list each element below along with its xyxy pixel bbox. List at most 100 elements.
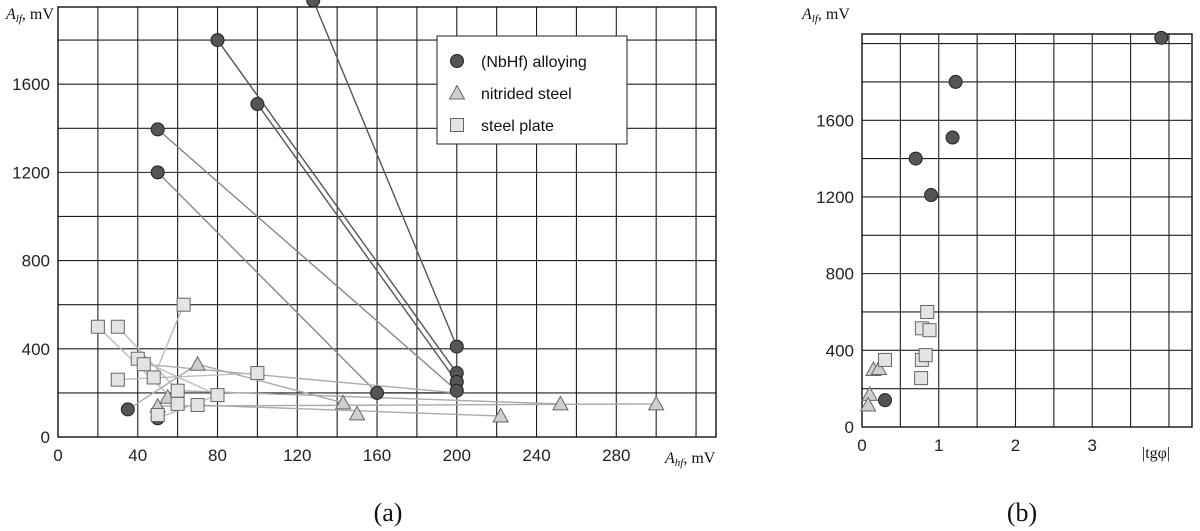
x-tick-label: 200 [443, 446, 471, 465]
y-tick-label: 400 [22, 340, 50, 359]
y-tick-label: 1600 [12, 75, 50, 94]
square-point [190, 398, 205, 413]
legend: (NbHf) alloying nitrided steel steel plate [436, 35, 628, 145]
y-tick-label: 800 [22, 252, 50, 271]
square-point [914, 371, 929, 386]
legend-triangle-icon [448, 84, 466, 100]
panel-caption: (b) [1007, 498, 1037, 527]
y-tick-label: 1600 [816, 111, 854, 130]
square-point [922, 323, 937, 338]
y-tick-label: 0 [845, 418, 854, 437]
x-tick-label: 80 [208, 446, 227, 465]
circle-point [449, 339, 464, 354]
circle-point [924, 188, 939, 203]
y-tick-label: 0 [41, 428, 50, 447]
connector-line [256, 103, 458, 383]
y-axis-label: Alf, mV [801, 6, 850, 25]
square-point [150, 407, 165, 422]
triangle-point [647, 395, 665, 411]
connector-line [197, 363, 344, 404]
y-tick-label: 1200 [816, 188, 854, 207]
plot-frame [57, 6, 717, 438]
circle-point [908, 151, 923, 166]
circle-point [250, 97, 265, 112]
square-point [110, 372, 125, 387]
circle-point [945, 130, 960, 145]
square-point [920, 304, 935, 319]
connector-line [312, 0, 458, 347]
connector-line [197, 404, 501, 417]
circle-point [878, 393, 893, 408]
triangle-point [870, 359, 888, 376]
legend-label: (NbHf) alloying [481, 54, 587, 71]
x-tick-label: 280 [602, 446, 630, 465]
square-point [146, 370, 161, 385]
circle-point [948, 74, 963, 89]
y-tick-label: 1200 [12, 163, 50, 182]
square-point [918, 348, 933, 363]
x-axis-label: |tgφ| [1142, 445, 1170, 462]
legend-box [436, 35, 628, 145]
triangle-point [348, 405, 366, 421]
x-tick-label: 3 [1087, 436, 1096, 455]
square-point [110, 319, 125, 334]
panel-b: 0 1 2 3 0 400 800 1200 1600 Alf, mV |tgφ| (b) [801, 6, 1193, 527]
series-circle [878, 30, 1169, 408]
triangle-point [334, 394, 352, 410]
y-axis-label: Alf, mV [5, 6, 54, 25]
panel-a: 0 40 80 120 160 200 240 280 0 400 800 1200 1600 Alf, … [5, 0, 717, 527]
circle-point [306, 0, 321, 8]
series-nbhf-alloying [120, 0, 464, 426]
circle-point [150, 165, 165, 180]
grid [862, 34, 1192, 427]
connector-line [157, 171, 378, 394]
circle-point [120, 402, 135, 417]
triangle-point [189, 355, 206, 371]
connector-line [157, 128, 458, 392]
connector-line [127, 363, 198, 411]
connector-line [157, 394, 218, 419]
x-tick-label: 0 [857, 436, 866, 455]
legend-circle-icon [450, 54, 464, 68]
connector-line [153, 304, 185, 378]
square-point [250, 366, 265, 381]
connector-line [177, 389, 561, 405]
square-point [176, 297, 191, 312]
x-tick-label: 1 [934, 436, 943, 455]
x-axis-label: Ahf, mV [664, 450, 716, 469]
series-steel-plate [90, 297, 265, 422]
square-point [136, 357, 151, 372]
square-point [878, 352, 893, 367]
series-square [878, 304, 937, 386]
legend-label: steel plate [481, 118, 554, 135]
triangle-point [492, 407, 510, 423]
y-tick-label: 800 [826, 265, 854, 284]
x-tick-label: 2 [1011, 436, 1020, 455]
square-point [210, 388, 225, 403]
plot-frame [861, 33, 1193, 428]
x-tick-label: 240 [522, 446, 550, 465]
circle-point [1154, 30, 1169, 45]
x-tick-label: 0 [53, 446, 62, 465]
circle-point [449, 383, 464, 398]
connector-line [117, 372, 258, 381]
x-tick-label: 40 [128, 446, 147, 465]
y-tick-label: 400 [826, 341, 854, 360]
circle-point [370, 385, 385, 400]
triangle-point [552, 395, 569, 411]
panel-caption: (a) [374, 498, 403, 527]
circle-point [210, 33, 225, 48]
square-point [170, 383, 185, 398]
connector-line [157, 403, 657, 407]
square-point [170, 396, 185, 411]
legend-label: nitrided steel [481, 86, 572, 103]
series-triangle [859, 359, 888, 412]
square-point [90, 319, 105, 334]
connector-line [216, 39, 458, 374]
circle-point [150, 122, 165, 137]
triangle-point [859, 396, 877, 412]
legend-square-icon [450, 118, 464, 132]
x-tick-label: 120 [283, 446, 311, 465]
x-tick-label: 160 [363, 446, 391, 465]
